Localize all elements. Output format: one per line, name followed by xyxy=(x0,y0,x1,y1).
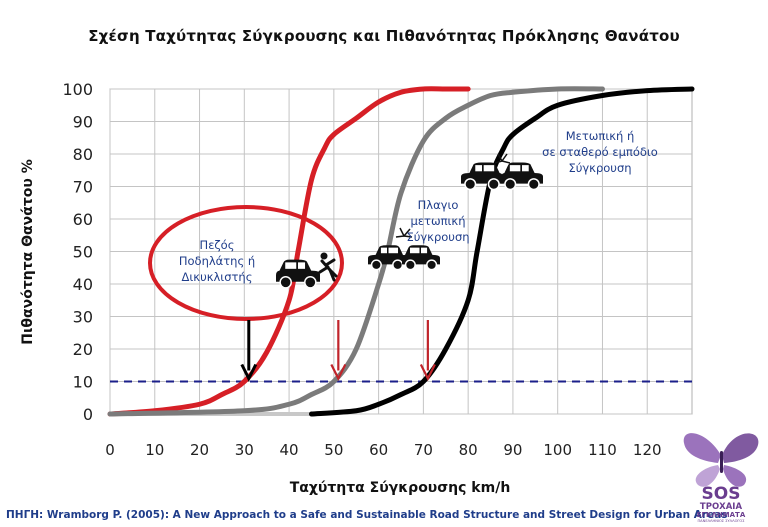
arrow-head xyxy=(240,363,258,382)
y-tick-label: 40 xyxy=(73,275,93,294)
pedestrian-highlight-ellipse xyxy=(148,205,344,321)
y-tick-label: 30 xyxy=(73,308,93,327)
car-wheel xyxy=(370,259,382,271)
car-wheel xyxy=(527,178,540,191)
car-window xyxy=(285,262,297,269)
car-wheel xyxy=(279,276,292,289)
car-headon-left-icon xyxy=(461,162,503,191)
x-tick-label: 70 xyxy=(414,441,433,459)
annotation-side-impact-line: μετωπική xyxy=(411,214,466,228)
car-side-left-icon xyxy=(368,245,406,271)
annotation-head-on-line: Μετωπική ή xyxy=(566,129,635,143)
y-tick-label: 20 xyxy=(73,340,93,359)
highlight-ellipse xyxy=(148,205,344,321)
collision-icons xyxy=(276,153,543,289)
annotation-pedestrian-line: Πεζός xyxy=(200,238,235,252)
x-tick-label: 60 xyxy=(369,441,388,459)
car-window xyxy=(483,165,495,172)
x-tick-label: 120 xyxy=(633,441,662,459)
x-tick-label: 20 xyxy=(190,441,209,459)
car-wheel xyxy=(426,259,438,271)
car-wheel xyxy=(504,178,517,191)
x-tick-label: 30 xyxy=(235,441,254,459)
annotation-side-impact-line: Σύγκρουση xyxy=(406,230,469,244)
series-lines xyxy=(107,86,695,417)
x-tick-label: 90 xyxy=(503,441,522,459)
car-window xyxy=(421,247,428,254)
y-tick-label: 10 xyxy=(73,373,93,392)
y-tick-label: 60 xyxy=(73,210,93,229)
x-axis-label: Ταχύτητα Σύγκρουσης km/h xyxy=(289,480,511,496)
car-window xyxy=(509,165,521,172)
car-wheel xyxy=(487,178,500,191)
annotation-head-on-line: Σύγκρουση xyxy=(568,161,631,175)
y-tick-label: 100 xyxy=(62,80,93,99)
annotation-pedestrian-line: Δικυκλιστής xyxy=(182,270,253,284)
car-window xyxy=(388,247,399,254)
x-tick-label: 110 xyxy=(588,441,617,459)
series-head-on-line xyxy=(308,86,695,417)
pedestrian-body xyxy=(318,258,338,282)
chart-canvas: 0 10 20 30 40 50 60 70 80 90 100 0 10 20 30 40 50 60 70 80… xyxy=(62,80,695,459)
x-tick-label: 50 xyxy=(324,441,343,459)
butterfly-icon xyxy=(683,433,759,487)
x-tick-label: 40 xyxy=(280,441,299,459)
car-window xyxy=(475,165,482,172)
series-side-impact-line xyxy=(107,86,605,417)
car-wheel xyxy=(404,259,416,271)
car-wheel xyxy=(464,178,477,191)
logo-line2: ΕΓΚΛΗΜΑΤΑ xyxy=(697,511,746,519)
impact-burst-icon xyxy=(494,153,511,164)
car-window xyxy=(380,247,387,254)
y-tick-label: 50 xyxy=(73,243,93,262)
car-wheel xyxy=(304,276,317,289)
chart-title: Σχέση Ταχύτητας Σύγκρουσης και Πιθανότητ… xyxy=(88,27,680,45)
source-citation: ΠΗΓΗ: Wramborg P. (2005): A New Approach… xyxy=(6,509,728,521)
logo-line1: ΤΡΟΧΑΙΑ xyxy=(700,502,743,512)
x-tick-label: 10 xyxy=(145,441,164,459)
impact-burst-icon xyxy=(395,227,413,238)
car-pedestrian-icon xyxy=(276,259,320,289)
y-tick-label: 70 xyxy=(73,178,93,197)
arrow-head xyxy=(330,364,347,381)
y-tick-label: 0 xyxy=(83,405,93,424)
car-wheel xyxy=(392,259,404,271)
x-tick-labels: 0 10 20 30 40 50 60 70 80 90 100 110 120 xyxy=(105,441,661,459)
series-pedestrian-line xyxy=(107,86,471,417)
annotation-side-impact-line: Πλαγιο xyxy=(418,198,459,212)
x-tick-label: 100 xyxy=(543,441,572,459)
y-tick-label: 90 xyxy=(73,113,93,132)
car-side-right-icon xyxy=(402,245,440,271)
car-headon-right-icon xyxy=(501,162,543,191)
car-window xyxy=(409,247,420,254)
pedestrian-icon xyxy=(318,252,338,282)
annotations: Πεζός Ποδηλάτης ή Δικυκλιστής Πλαγιο μετωπικ… xyxy=(179,129,658,284)
x-tick-label: 0 xyxy=(105,441,115,459)
car-window xyxy=(522,165,529,172)
sos-logo: SOS ΤΡΟΧΑΙΑ ΕΓΚΛΗΜΑΤΑ ΠΑΝΕΛΛΗΝΙΟΣ ΣΥΛΛΟΓ… xyxy=(676,425,766,523)
car-window xyxy=(298,262,306,269)
pedestrian-head xyxy=(320,252,328,260)
annotation-pedestrian-line: Ποδηλάτης ή xyxy=(179,254,255,268)
x-tick-label: 80 xyxy=(459,441,478,459)
annotation-head-on-line: σε σταθερό εμπόδιο xyxy=(542,145,658,159)
y-tick-labels: 0 10 20 30 40 50 60 70 80 90 100 xyxy=(62,80,93,424)
logo-tagline: ΠΑΝΕΛΛΗΝΙΟΣ ΣΥΛΛΟΓΟΣ xyxy=(697,519,745,523)
arrow-head xyxy=(419,364,436,381)
logo-name: SOS xyxy=(702,484,741,504)
y-tick-label: 80 xyxy=(73,145,93,164)
speed-arrows xyxy=(240,320,436,382)
